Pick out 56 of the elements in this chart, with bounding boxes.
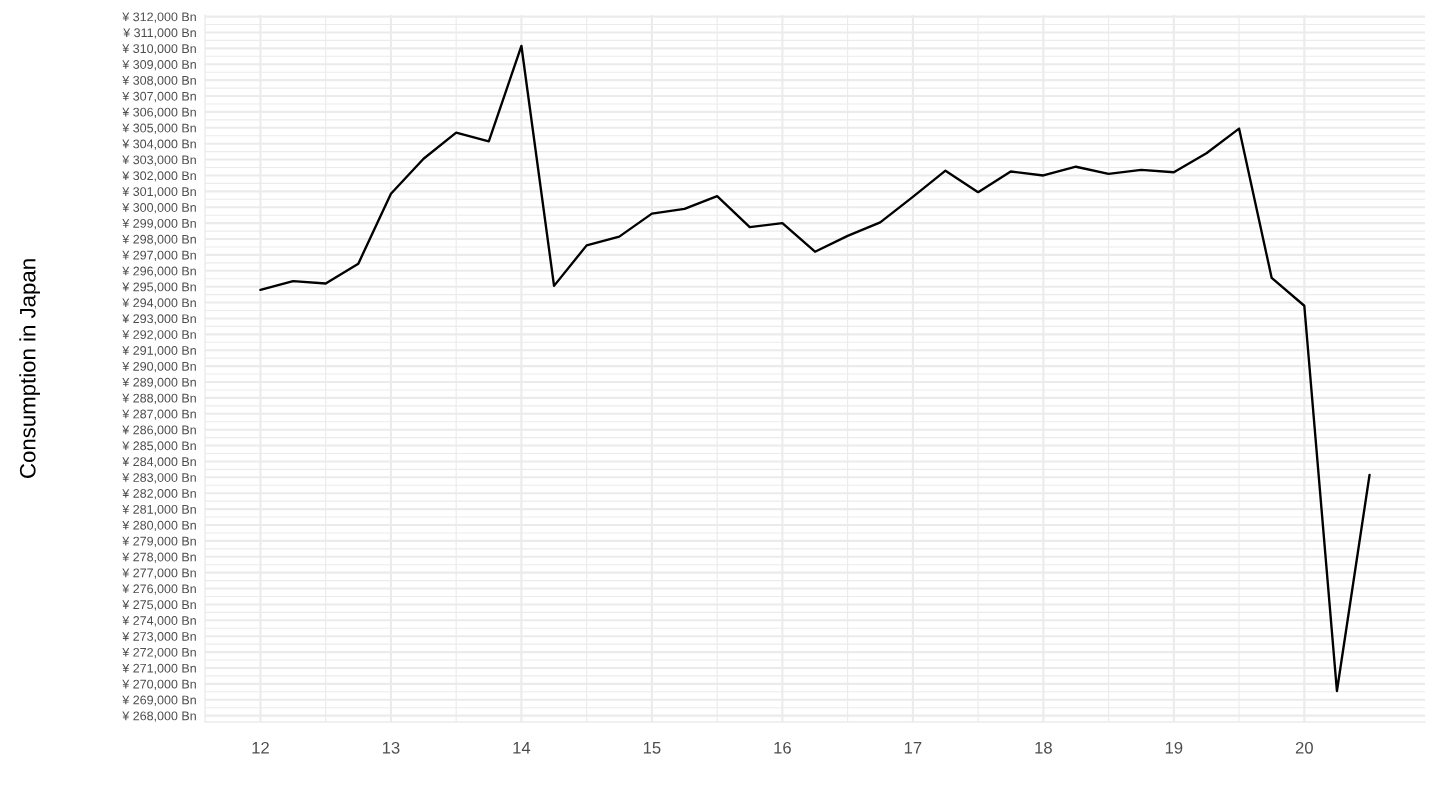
y-tick-label: ¥ 304,000 Bn [122,139,196,150]
y-tick-label: ¥ 273,000 Bn [122,632,196,643]
line-series [259,44,1371,693]
x-tick-label: 15 [643,742,661,754]
y-tick-label: ¥ 306,000 Bn [122,107,196,119]
y-tick-label: ¥ 297,000 Bn [122,250,196,262]
y-tick-label: ¥ 283,000 Bn [122,473,196,484]
y-tick-label: ¥ 310,000 Bn [122,44,196,55]
y-tick-label: ¥ 312,000 Bn [122,12,196,23]
y-tick-label: ¥ 279,000 Bn [122,536,196,548]
y-tick-label: ¥ 280,000 Bn [122,520,196,532]
y-tick-label: ¥ 303,000 Bn [122,155,196,166]
y-tick-label: ¥ 301,000 Bn [122,187,196,198]
x-tick-label: 19 [1165,741,1183,754]
y-tick-label: ¥ 275,000 Bn [122,600,196,611]
y-tick-label: ¥ 290,000 Bn [122,361,196,373]
y-tick-label: ¥ 307,000 Bn [122,91,196,103]
y-tick-label: ¥ 289,000 Bn [122,377,196,389]
y-tick-label: ¥ 287,000 Bn [122,409,196,420]
y-tick-label: ¥ 295,000 Bn [122,282,196,293]
y-tick-label: ¥ 285,000 Bn [122,441,196,452]
y-tick-label: ¥ 300,000 Bn [122,203,196,214]
y-tick-label: ¥ 311,000 Bn [123,28,196,39]
y-tick-label: ¥ 277,000 Bn [122,568,196,579]
y-tick-label: ¥ 272,000 Bn [122,647,196,659]
y-tick-label: ¥ 308,000 Bn [122,75,196,87]
y-tick-label: ¥ 294,000 Bn [122,298,196,309]
y-tick-label: ¥ 278,000 Bn [122,552,196,563]
x-tick-label: 16 [774,741,791,754]
y-axis-title: Consumption in Japan [19,259,40,478]
y-tick-label: ¥ 286,000 Bn [122,425,196,436]
y-tick-label: ¥ 268,000 Bn [122,711,196,722]
y-tick-label: ¥ 276,000 Bn [122,584,196,595]
y-tick-label: ¥ 298,000 Bn [122,234,196,246]
y-tick-label: ¥ 302,000 Bn [122,171,196,182]
y-tick-label: ¥ 282,000 Bn [122,489,196,500]
y-tick-label: ¥ 299,000 Bn [122,218,196,230]
y-tick-label: ¥ 292,000 Bn [122,330,196,341]
y-tick-label: ¥ 309,000 Bn [122,60,196,71]
x-tick-label: 17 [904,742,922,754]
x-tick-label: 14 [513,742,531,754]
y-tick-label: ¥ 281,000 Bn [122,504,196,516]
y-tick-label: ¥ 284,000 Bn [122,457,196,468]
y-tick-label: ¥ 274,000 Bn [122,616,196,627]
y-tick-label: ¥ 271,000 Bn [122,663,196,675]
y-tick-label: ¥ 291,000 Bn [122,346,196,357]
y-tick-label: ¥ 288,000 Bn [122,393,196,405]
x-tick-label: 12 [252,741,269,754]
x-tick-label: 18 [1035,741,1052,754]
y-tick-label: ¥ 293,000 Bn [122,314,196,325]
y-tick-label: ¥ 296,000 Bn [122,266,196,277]
y-tick-label: ¥ 270,000 Bn [122,679,196,690]
x-tick-label: 20 [1295,741,1313,754]
y-tick-label: ¥ 269,000 Bn [122,695,196,706]
y-tick-label: ¥ 305,000 Bn [122,123,196,134]
x-tick-label: 13 [382,741,400,754]
